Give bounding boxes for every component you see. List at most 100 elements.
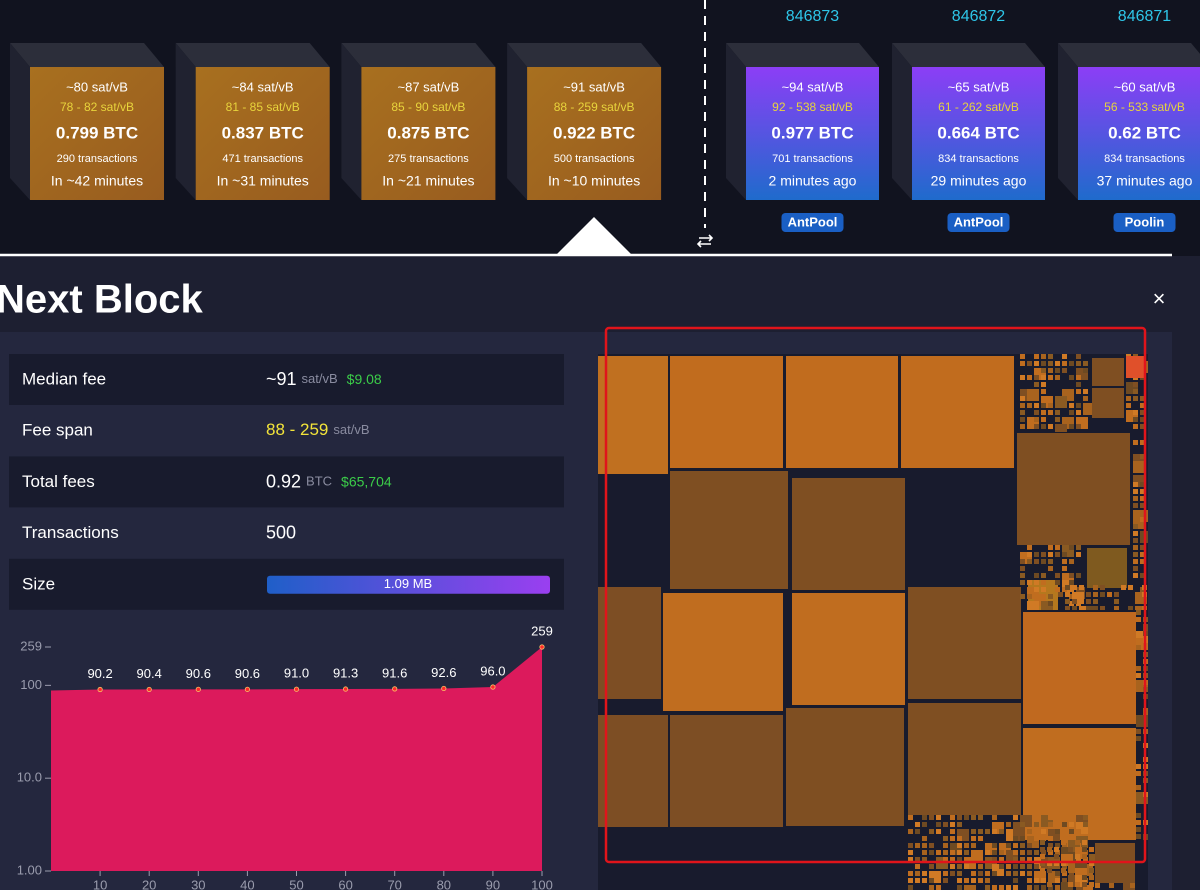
block-front[interactable] bbox=[527, 67, 662, 200]
tx-block bbox=[1061, 840, 1066, 845]
block-height[interactable]: 846872 bbox=[952, 8, 1005, 25]
tx-block[interactable] bbox=[901, 356, 1014, 468]
tx-block bbox=[985, 885, 990, 890]
tx-block bbox=[1136, 666, 1141, 671]
block-range: 56 - 533 sat/vB bbox=[1104, 100, 1185, 114]
tx-block bbox=[1020, 850, 1025, 855]
block-front[interactable] bbox=[361, 67, 496, 200]
tx-block bbox=[1055, 836, 1060, 841]
block-front[interactable] bbox=[1078, 67, 1200, 200]
tx-block bbox=[1107, 592, 1112, 597]
tx-block bbox=[1076, 389, 1081, 394]
tx-block[interactable] bbox=[598, 356, 668, 474]
tx-block bbox=[936, 815, 941, 820]
tx-block bbox=[1076, 375, 1081, 380]
tx-block bbox=[1027, 885, 1032, 890]
y-tick-label: 10.0 bbox=[17, 770, 42, 785]
block-transactions: 471 transactions bbox=[222, 153, 303, 165]
tx-block bbox=[1083, 361, 1088, 366]
block-front[interactable] bbox=[746, 67, 879, 200]
tx-block bbox=[1055, 410, 1060, 415]
tx-block bbox=[1075, 882, 1080, 887]
tx-block bbox=[1082, 854, 1087, 859]
tx-block[interactable] bbox=[908, 703, 1021, 815]
tx-block bbox=[950, 857, 955, 862]
tx-block bbox=[929, 815, 934, 820]
tx-block bbox=[1133, 545, 1138, 550]
tx-block[interactable] bbox=[670, 471, 788, 589]
block-front[interactable] bbox=[195, 67, 330, 200]
tx-block bbox=[1114, 592, 1119, 597]
tx-block bbox=[1020, 822, 1025, 827]
tx-block bbox=[1048, 354, 1053, 359]
tx-block[interactable] bbox=[663, 593, 783, 711]
tx-block[interactable] bbox=[792, 478, 905, 590]
tx-block bbox=[1140, 545, 1145, 550]
block-top bbox=[341, 43, 496, 67]
block-height[interactable]: 846871 bbox=[1118, 8, 1171, 25]
tx-block bbox=[1076, 573, 1081, 578]
tx-block[interactable] bbox=[598, 715, 668, 827]
tx-block[interactable] bbox=[1023, 612, 1136, 724]
tx-block bbox=[957, 843, 962, 848]
tx-block bbox=[929, 850, 934, 855]
tx-block bbox=[1083, 822, 1088, 827]
tx-block bbox=[915, 843, 920, 848]
tx-block[interactable] bbox=[1092, 358, 1124, 386]
tx-block[interactable] bbox=[1087, 548, 1127, 588]
tx-block bbox=[1055, 573, 1060, 578]
tx-block[interactable] bbox=[598, 587, 661, 699]
tx-block bbox=[929, 843, 934, 848]
block-time: 29 minutes ago bbox=[931, 173, 1027, 189]
block-total: 0.977 BTC bbox=[771, 123, 853, 142]
tx-block bbox=[1062, 361, 1067, 366]
tx-block bbox=[908, 885, 913, 890]
tx-block bbox=[964, 878, 969, 883]
tx-block bbox=[1041, 580, 1046, 585]
tx-block bbox=[1126, 389, 1131, 394]
tx-block bbox=[1133, 410, 1138, 415]
tx-block bbox=[1054, 861, 1059, 866]
tx-block bbox=[1140, 489, 1145, 494]
tx-block bbox=[1041, 601, 1053, 610]
tx-block[interactable] bbox=[1092, 388, 1124, 418]
close-button[interactable]: × bbox=[1153, 286, 1166, 311]
tx-block bbox=[1062, 403, 1067, 408]
block-side bbox=[507, 43, 528, 200]
fee-point bbox=[490, 684, 496, 690]
fee-point bbox=[244, 686, 250, 692]
block-front[interactable] bbox=[912, 67, 1045, 200]
tx-block bbox=[1136, 617, 1141, 622]
tx-block bbox=[1069, 361, 1074, 366]
tx-block bbox=[1140, 424, 1145, 429]
block-height[interactable]: 846873 bbox=[786, 8, 839, 25]
tx-block[interactable] bbox=[670, 715, 783, 827]
block-front[interactable] bbox=[30, 67, 164, 200]
tx-block bbox=[950, 829, 955, 834]
tx-block bbox=[1140, 503, 1145, 508]
swap-icon[interactable] bbox=[696, 234, 714, 248]
tx-block[interactable] bbox=[908, 587, 1021, 699]
tx-block bbox=[950, 822, 955, 827]
tx-block bbox=[1062, 871, 1067, 876]
tx-block[interactable] bbox=[670, 356, 783, 468]
tx-block bbox=[1027, 403, 1032, 408]
tx-block bbox=[1048, 361, 1053, 366]
tx-block bbox=[1041, 559, 1046, 564]
block-fee: ~80 sat/vB bbox=[66, 79, 128, 94]
tx-block bbox=[1041, 368, 1046, 373]
tx-block bbox=[1062, 559, 1067, 564]
block-top bbox=[175, 43, 330, 67]
row-unit: sat/vB bbox=[333, 423, 369, 438]
tx-block bbox=[1140, 440, 1145, 445]
block-fee: ~84 sat/vB bbox=[232, 79, 294, 94]
tx-block[interactable] bbox=[792, 593, 905, 705]
tx-block bbox=[1020, 396, 1025, 401]
fee-point bbox=[441, 685, 447, 692]
tx-block[interactable] bbox=[786, 708, 904, 826]
tx-block[interactable] bbox=[786, 356, 898, 468]
tx-block bbox=[1076, 829, 1081, 834]
tx-block bbox=[978, 857, 983, 862]
fee-point bbox=[195, 686, 201, 692]
tx-block[interactable] bbox=[1017, 433, 1130, 545]
